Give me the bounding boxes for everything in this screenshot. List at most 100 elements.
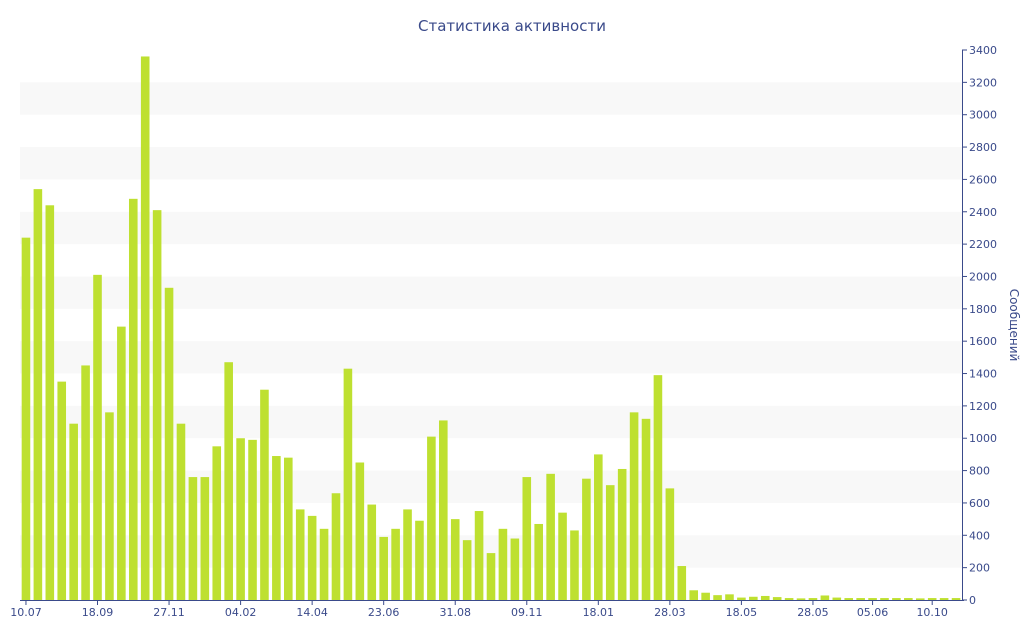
y-axis-label: Сообщений xyxy=(1007,289,1021,362)
bar xyxy=(33,189,43,600)
bar xyxy=(772,597,782,600)
grid-band xyxy=(20,147,962,180)
bar xyxy=(820,595,830,600)
x-tick-label: 10.07 xyxy=(10,606,42,619)
bar xyxy=(749,596,758,600)
bar xyxy=(904,598,913,600)
y-tick-label: 1800 xyxy=(969,303,997,316)
bar xyxy=(677,566,687,600)
bar xyxy=(439,420,448,600)
bar xyxy=(594,454,603,600)
y-tick-label: 2600 xyxy=(969,173,997,186)
bar xyxy=(128,198,138,600)
bar xyxy=(57,381,67,600)
grid-band xyxy=(20,341,962,374)
bar xyxy=(450,519,460,600)
bar xyxy=(665,488,675,600)
bar xyxy=(117,326,126,600)
bar xyxy=(868,598,877,600)
y-tick-label: 0 xyxy=(969,594,976,607)
y-tick-label: 1400 xyxy=(969,368,997,381)
x-tick-label: 27.11 xyxy=(153,606,185,619)
bar xyxy=(641,418,651,600)
y-tick-label: 2800 xyxy=(969,141,997,154)
bar xyxy=(379,536,388,600)
bar xyxy=(260,389,269,600)
chart-title: Статистика активности xyxy=(418,17,606,35)
x-tick-label: 28.05 xyxy=(797,606,829,619)
bar xyxy=(21,237,31,600)
bar xyxy=(534,523,543,600)
y-tick-label: 1000 xyxy=(969,432,997,445)
bar xyxy=(796,598,806,600)
bar xyxy=(355,462,365,600)
bar xyxy=(164,287,174,600)
bar xyxy=(486,553,496,600)
bar xyxy=(915,598,925,600)
grid-band xyxy=(20,82,962,115)
bar xyxy=(474,511,484,600)
bar xyxy=(284,457,293,600)
x-tick-label: 14.04 xyxy=(296,606,328,619)
bar xyxy=(951,598,961,600)
grid-band xyxy=(20,211,962,245)
bar xyxy=(81,365,90,600)
bar xyxy=(236,438,245,600)
axes xyxy=(20,49,967,605)
bar xyxy=(856,598,865,600)
bar xyxy=(498,528,508,600)
x-tick-labels: 10.07 18.09 27.11 04.02 14.04 23.06 31.08 09.11… xyxy=(10,606,948,619)
bar xyxy=(701,592,710,600)
bar xyxy=(224,362,233,600)
y-tick-label: 800 xyxy=(969,465,990,478)
bar xyxy=(391,528,400,600)
bar xyxy=(832,597,842,600)
bar xyxy=(462,540,472,600)
bar xyxy=(892,598,901,600)
bar xyxy=(272,456,281,600)
bar xyxy=(927,598,937,600)
bar xyxy=(307,515,317,600)
y-tick-label: 2400 xyxy=(969,206,997,219)
grid-bands xyxy=(20,82,962,568)
bar xyxy=(737,597,746,600)
bar xyxy=(367,504,377,600)
bar xyxy=(45,205,55,601)
bar xyxy=(808,598,818,600)
y-tick-label: 200 xyxy=(969,562,990,575)
bar xyxy=(415,520,424,600)
bar xyxy=(176,423,186,600)
bar xyxy=(200,477,210,600)
y-tick-labels: 0 200 400 600 800 1000 1200 1400 1600 1800 2000 220… xyxy=(969,44,997,607)
bar xyxy=(212,446,222,600)
bar xyxy=(188,477,198,600)
x-tick-label: 04.02 xyxy=(225,606,257,619)
bar xyxy=(725,594,734,600)
bar xyxy=(522,477,532,600)
y-tick-label: 1600 xyxy=(969,335,997,348)
y-tick-label: 600 xyxy=(969,497,990,510)
bar xyxy=(319,528,329,600)
bar xyxy=(784,598,794,600)
x-tick-label: 18.09 xyxy=(82,606,114,619)
bar xyxy=(105,412,114,600)
x-tick-label: 28.03 xyxy=(654,606,686,619)
y-tick-label: 2200 xyxy=(969,238,997,251)
bar xyxy=(582,478,591,600)
bar xyxy=(760,595,770,600)
bar xyxy=(570,530,579,600)
x-tick-label: 23.06 xyxy=(368,606,400,619)
bar xyxy=(295,509,305,600)
bar xyxy=(713,595,722,600)
bar xyxy=(939,598,949,600)
bar xyxy=(343,368,353,600)
y-tick-label: 3200 xyxy=(969,76,997,89)
x-tick-label: 18.01 xyxy=(583,606,615,619)
bar xyxy=(605,485,615,600)
grid-band xyxy=(20,276,962,309)
bar xyxy=(844,598,854,600)
bar xyxy=(93,274,102,600)
bar xyxy=(69,423,78,600)
